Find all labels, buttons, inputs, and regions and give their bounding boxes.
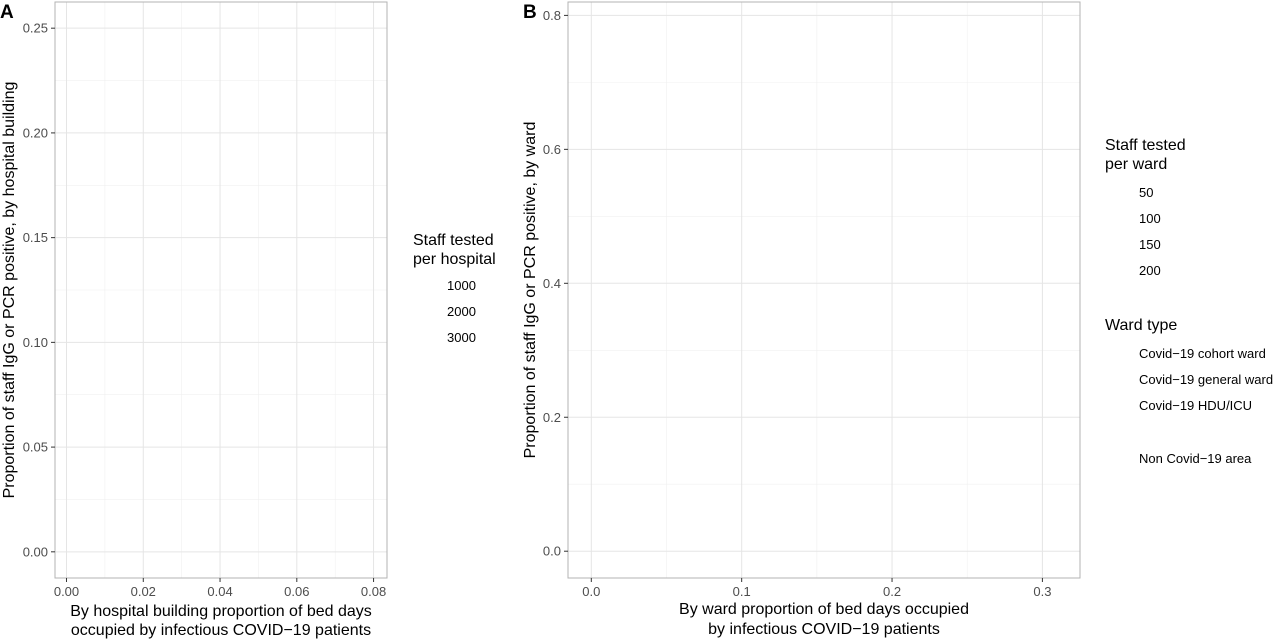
panel-b-plot-area [567, 1, 1081, 579]
panel-a-x-axis-title-line2: occupied by infectious COVID−19 patients [71, 622, 371, 639]
legend-b-size-title-line2: per ward [1105, 156, 1167, 173]
legend-b-entry-general-ward: Covid−19 general ward [1139, 372, 1273, 387]
legend-b-size-title-line1: Staff tested [1105, 137, 1186, 154]
panel-b-y-ticks: 0.0 0.2 0.4 0.6 0.8 [543, 8, 568, 559]
a-y-tick-label: 0.25 [23, 21, 48, 36]
legend-a-title-line1: Staff tested [413, 232, 494, 249]
b-x-tick-label: 0.0 [582, 584, 600, 599]
a-x-tick-label: 0.02 [131, 584, 156, 599]
b-y-tick-label: 0.8 [543, 8, 561, 23]
b-y-tick-label: 0.6 [543, 142, 561, 157]
a-x-tick-label: 0.00 [54, 584, 79, 599]
a-y-tick-label: 0.15 [23, 230, 48, 245]
legend-a-title-line2: per hospital [413, 251, 496, 268]
legend-a-entry-2000: 2000 [447, 304, 476, 319]
a-x-tick-label: 0.06 [284, 584, 309, 599]
b-y-tick-label: 0.2 [543, 410, 561, 425]
panel-b-x-axis-title-line1: By ward proportion of bed days occupied [679, 601, 969, 618]
panel-a-x-axis-title-line1: By hospital building proportion of bed d… [70, 603, 372, 620]
a-y-tick-label: 0.20 [23, 125, 48, 140]
legend-b-entry-100: 100 [1139, 211, 1161, 226]
a-y-tick-label: 0.00 [23, 544, 48, 559]
legend-b-entry-cohort-ward: Covid−19 cohort ward [1139, 346, 1266, 361]
b-y-tick-label: 0.0 [543, 544, 561, 559]
panel-b-letter: B [523, 2, 537, 23]
panel-a: A 0.00 0.02 0.04 0.06 0.08 0.000.050.100.150… [0, 1, 496, 639]
panel-a-legend-staff-tested: Staff tested per hospital 1000 2000 3000 [413, 232, 496, 345]
panel-a-x-ticks: 0.00 0.02 0.04 0.06 0.08 [54, 578, 386, 599]
legend-b-entry-200: 200 [1139, 263, 1161, 278]
panel-b-legend-staff-tested: Staff tested per ward 50 100 150 200 [1105, 137, 1186, 278]
legend-b-entry-non-covid-area: Non Covid−19 area [1139, 451, 1252, 466]
panel-a-letter: A [0, 2, 14, 23]
panel-b-legend-ward-type: Ward type Covid−19 cohort ward Covid−19 … [1105, 317, 1273, 466]
panel-a-y-axis-title: Proportion of staff IgG or PCR positive,… [1, 82, 18, 499]
panel-a-grid [55, 2, 387, 578]
a-x-tick-label: 0.04 [207, 584, 232, 599]
legend-a-entry-1000: 1000 [447, 278, 476, 293]
panel-b: B 0.0 0.1 0.2 0.3 0.0 0.2 0.4 0.6 0.8 By ward p… [522, 1, 1273, 638]
panel-b-x-ticks: 0.0 0.1 0.2 0.3 [582, 578, 1051, 599]
a-y-tick-label: 0.10 [23, 335, 48, 350]
b-y-tick-label: 0.4 [543, 276, 561, 291]
panel-a-plot-area [54, 1, 388, 579]
legend-b-ward-title: Ward type [1105, 317, 1177, 334]
legend-b-entry-150: 150 [1139, 237, 1161, 252]
panel-b-grid [568, 2, 1080, 578]
b-x-tick-label: 0.2 [883, 584, 901, 599]
b-x-tick-label: 0.1 [733, 584, 751, 599]
legend-a-entry-3000: 3000 [447, 330, 476, 345]
legend-b-entry-hdu-icu: Covid−19 HDU/ICU [1139, 398, 1252, 413]
panel-b-x-axis-title-line2: by infectious COVID−19 patients [708, 621, 940, 638]
a-x-tick-label: 0.08 [361, 584, 386, 599]
legend-b-entry-50: 50 [1139, 185, 1153, 200]
b-x-tick-label: 0.3 [1033, 584, 1051, 599]
panel-a-y-ticks: 0.00 0.05 0.10 0.15 0.20 0.25 [23, 21, 55, 559]
panel-b-y-axis-title: Proportion of staff IgG or PCR positive,… [522, 122, 539, 459]
a-y-tick-label: 0.05 [23, 440, 48, 455]
